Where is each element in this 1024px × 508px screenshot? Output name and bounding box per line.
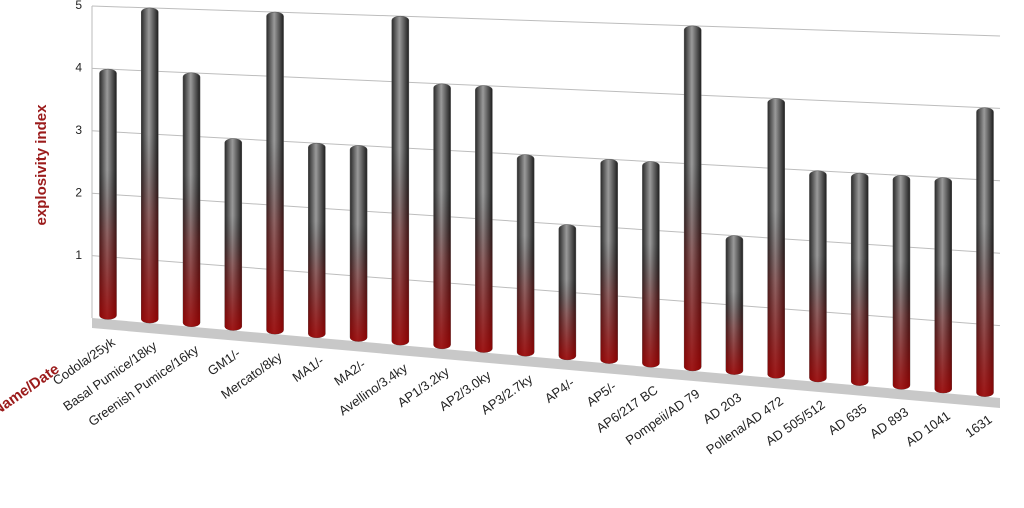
- bar-shade: [976, 107, 994, 397]
- bar-shade: [809, 170, 827, 382]
- x-tick-label: AD 1041: [903, 408, 953, 449]
- bar-shade: [892, 175, 910, 390]
- bar-shade: [558, 224, 576, 360]
- bar-shade: [224, 138, 242, 331]
- x-tick-label: MA1/-: [289, 353, 326, 385]
- x-tick-label: GM1/-: [205, 345, 243, 378]
- grid-line: [91, 5, 1001, 37]
- x-tick-label: AP5/-: [584, 379, 619, 410]
- bar-shade: [725, 235, 743, 375]
- bar-shade: [600, 159, 618, 364]
- y-axis-title: explosivity index: [33, 104, 50, 226]
- y-tick-label: 5: [75, 0, 82, 12]
- bar-shade: [433, 83, 451, 349]
- bar-shade: [934, 177, 952, 393]
- bar-shade: [684, 25, 702, 371]
- bar-shade: [475, 85, 493, 353]
- grid-line: [91, 67, 1001, 109]
- y-tick-label: 4: [75, 61, 82, 75]
- bar-shade: [350, 145, 368, 342]
- x-tick-label: 1631: [962, 412, 994, 441]
- bar-shade: [517, 154, 535, 357]
- y-tick-label: 3: [75, 123, 82, 137]
- grid-line: [91, 192, 1001, 254]
- x-tick-label: AP4/-: [542, 375, 577, 406]
- bar-shade: [308, 143, 326, 338]
- bar-shade: [851, 173, 869, 386]
- floor: [92, 318, 1000, 408]
- y-tick-label: 1: [75, 248, 82, 262]
- x-tick-label: MA2/-: [331, 356, 368, 388]
- bar-shade: [99, 69, 117, 320]
- bar-shade: [391, 16, 409, 346]
- bar-shade: [642, 161, 660, 368]
- x-tick-label: AD 635: [825, 401, 869, 438]
- grid-line: [91, 255, 1001, 327]
- x-axis-title: Name/Date: [0, 361, 63, 419]
- bar-shade: [266, 12, 284, 335]
- y-tick-label: 2: [75, 185, 82, 199]
- bar-shade: [183, 72, 201, 327]
- bar-shade: [141, 7, 159, 324]
- grid-line: [91, 130, 1001, 182]
- bar-shade: [767, 98, 785, 379]
